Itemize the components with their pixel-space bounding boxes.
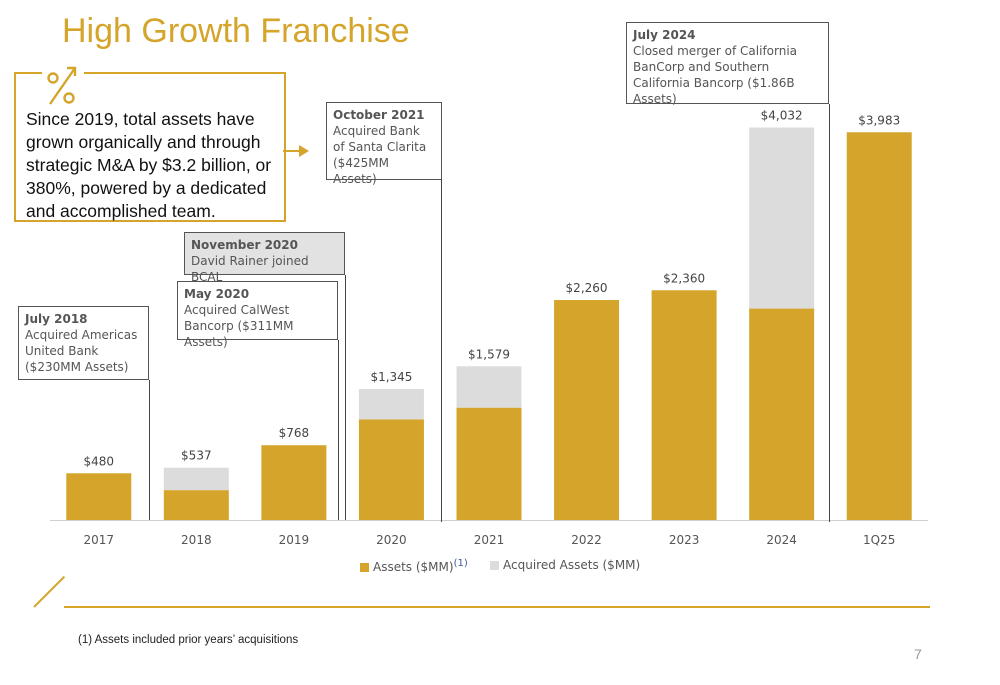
bar-acquired-assets <box>749 127 815 309</box>
annotation-heading: November 2020 <box>191 238 298 252</box>
annotation-text: Acquired Americas United Bank ($230MM As… <box>25 328 138 374</box>
annotation-text: Closed merger of California BanCorp and … <box>633 44 798 106</box>
bar-acquired-assets <box>456 366 522 408</box>
bar-acquired-assets <box>358 389 424 420</box>
legend-label-assets: Assets ($MM) <box>373 560 454 574</box>
page-number: 7 <box>914 646 922 662</box>
bar-assets <box>456 407 522 520</box>
x-tick-label: 2020 <box>376 533 407 547</box>
bar-assets <box>846 132 912 520</box>
x-tick-label: 2022 <box>571 533 602 547</box>
footnote: (1) Assets included prior years’ acquisi… <box>78 634 299 646</box>
x-tick-label: 2021 <box>474 533 505 547</box>
bar-assets <box>261 445 327 520</box>
legend-assets: Assets ($MM)(1) <box>360 558 468 574</box>
legend-swatch-acquired <box>490 561 499 570</box>
bar-data-label: $1,579 <box>468 347 510 361</box>
annotation-text: Acquired CalWest Bancorp ($311MM Assets) <box>184 303 294 349</box>
callout-arrow <box>283 150 301 152</box>
bar-assets <box>554 299 620 520</box>
bar-data-label: $480 <box>84 454 115 468</box>
annotation-text: Acquired Bank of Santa Clarita ($425MM A… <box>333 124 427 186</box>
annotation-text: David Rainer joined BCAL <box>191 254 309 284</box>
annotation-november-2020: November 2020 David Rainer joined BCAL <box>184 232 345 284</box>
bar-assets <box>358 419 424 520</box>
annotation-heading: May 2020 <box>184 287 250 301</box>
bar-acquired-assets <box>163 467 229 491</box>
bar-data-label: $2,360 <box>663 271 705 285</box>
annotation-line-nov-2020 <box>345 275 346 520</box>
bar-assets <box>651 290 717 520</box>
annotation-line-2021 <box>441 180 442 522</box>
legend-swatch-assets <box>360 563 369 572</box>
percent-growth-icon <box>42 60 84 108</box>
bar-assets <box>749 308 815 520</box>
bar-assets <box>66 473 132 520</box>
annotation-heading: July 2018 <box>25 312 88 326</box>
callout-text: Since 2019, total assets have grown orga… <box>26 109 272 221</box>
bar-data-label: $3,983 <box>858 113 900 127</box>
annotation-may-2020: May 2020 Acquired CalWest Bancorp ($311M… <box>177 281 338 349</box>
annotation-line-may-2020 <box>338 340 339 520</box>
legend-footnote-marker: (1) <box>453 558 468 569</box>
annotation-line-2018 <box>149 380 150 520</box>
annotation-october-2021: October 2021 Acquired Bank of Santa Clar… <box>326 102 442 186</box>
legend-label-acquired: Acquired Assets ($MM) <box>503 558 641 572</box>
annotation-july-2018: July 2018 Acquired Americas United Bank … <box>18 306 149 380</box>
x-tick-label: 1Q25 <box>863 533 895 547</box>
bar-data-label: $537 <box>181 449 212 463</box>
bar-data-label: $768 <box>279 426 310 440</box>
bar-data-label: $2,260 <box>566 281 608 295</box>
bar-data-label: $1,345 <box>370 370 412 384</box>
x-tick-label: 2017 <box>84 533 115 547</box>
annotation-heading: October 2021 <box>333 108 425 122</box>
annotation-july-2024: July 2024 Closed merger of California Ba… <box>626 22 829 106</box>
page-title: High Growth Franchise <box>62 12 410 50</box>
annotation-line-2024 <box>829 104 830 522</box>
annotation-heading: July 2024 <box>633 28 696 42</box>
bar-assets <box>163 490 229 520</box>
footer-line <box>64 606 930 608</box>
x-tick-label: 2018 <box>181 533 212 547</box>
x-tick-label: 2024 <box>766 533 797 547</box>
x-tick-label: 2023 <box>669 533 700 547</box>
bar-data-label: $4,032 <box>761 109 803 123</box>
x-tick-label: 2019 <box>279 533 310 547</box>
callout-arrow-head <box>299 145 309 157</box>
legend-acquired-assets: Acquired Assets ($MM) <box>490 558 640 572</box>
